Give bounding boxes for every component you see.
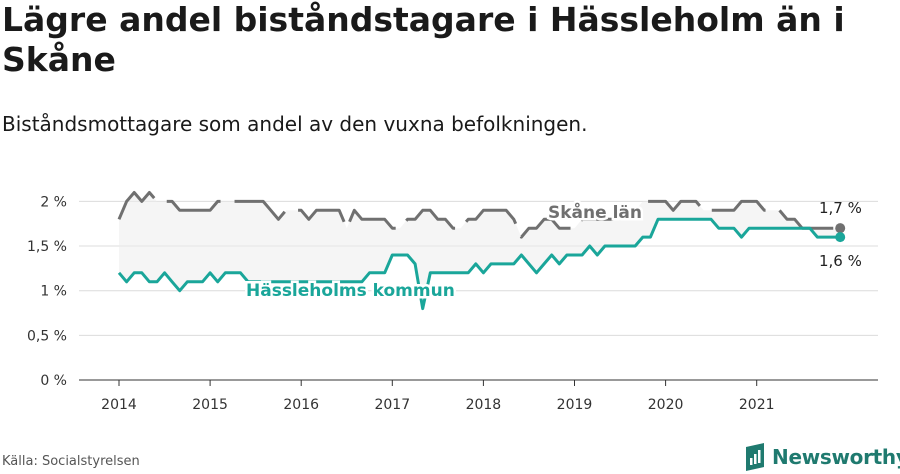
series-line-hassleholm [117,217,841,311]
series-line-skane [117,191,841,239]
newsworthy-logo: Newsworthy [744,440,900,474]
series-end-point [835,232,846,243]
y-tick-label: 0,5 % [27,328,67,344]
x-tick-label: 2018 [466,397,502,413]
gap-band-area [119,192,841,309]
x-tick-label: 2020 [648,397,684,413]
chart-subtitle: Biståndsmottagare som andel av den vuxna… [2,112,588,136]
series-labels: Skåne län Hässleholms kommun 1,7 % 1,6 % [244,199,862,304]
chart-title: Lägre andel biståndstagare i Hässleholm … [2,0,845,79]
series-label-skane: Skåne län [548,201,642,223]
y-axis: 0 % 0,5 % 1 % 1,5 % 2 % [27,194,67,389]
x-tick-label: 2021 [739,397,775,413]
x-tick-label: 2016 [283,397,319,413]
y-tick-label: 0 % [40,373,67,389]
x-tick-label: 2015 [192,397,228,413]
series-label-hassleholm: Hässleholms kommun [246,281,455,301]
y-tick-label: 1 % [40,284,67,300]
x-axis: 2014 2015 2016 2017 2018 2019 2020 2021 [79,379,878,413]
brand-name: Newsworthy [772,445,900,469]
end-value-label-hassleholm: 1,6 % [819,252,862,270]
end-value-label-skane: 1,7 % [819,199,862,217]
line-chart: 0 % 0,5 % 1 % 1,5 % 2 % 2014 2015 2016 2017 2018… [27,191,878,413]
series-end-point [835,223,846,234]
series-lines [117,191,846,311]
y-tick-label: 1,5 % [27,239,67,255]
x-tick-label: 2017 [374,397,410,413]
y-tick-label: 2 % [40,194,67,210]
source-note: Källa: Socialstyrelsen [2,454,140,469]
newsworthy-logo-icon [746,443,764,471]
x-tick-label: 2019 [557,397,593,413]
gap-band [119,192,841,309]
x-tick-label: 2014 [101,397,137,413]
